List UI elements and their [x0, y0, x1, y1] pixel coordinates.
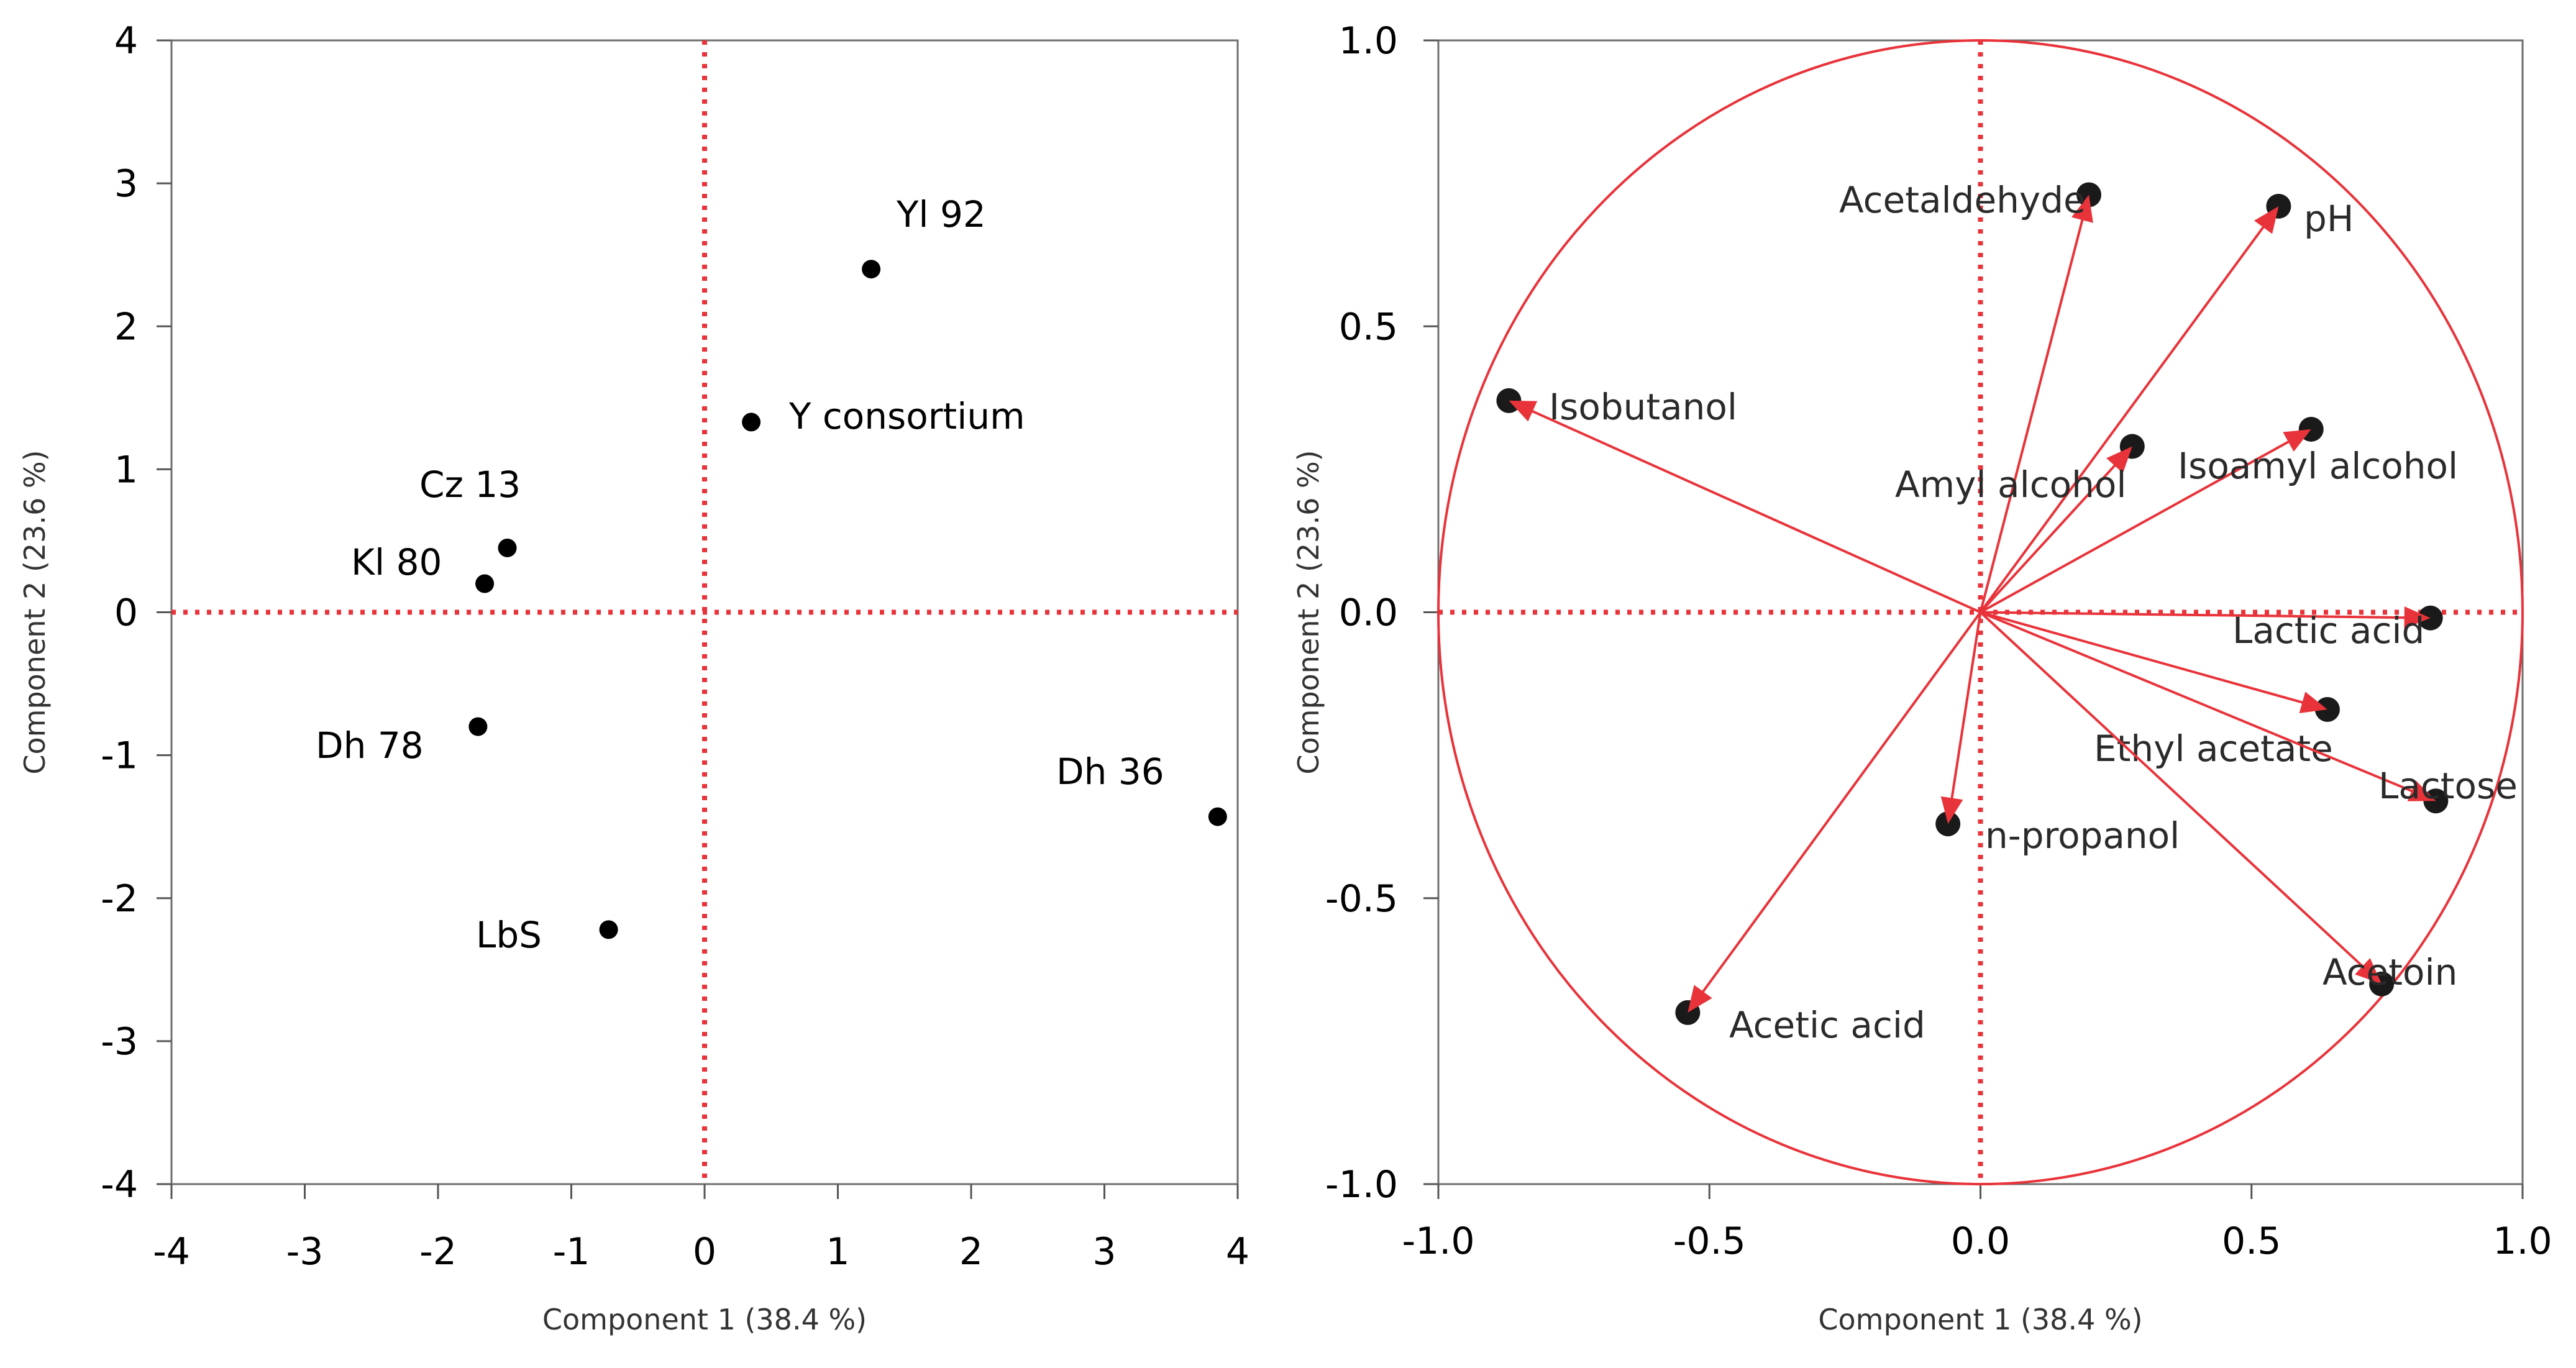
scores-point: [862, 260, 881, 279]
loadings-vector: [1980, 611, 2383, 985]
scores-point-label: Cz 13: [419, 463, 521, 506]
loadings-x-axis-title: Component 1 (38.4 %): [1818, 1303, 2142, 1336]
loadings-y-tick-label: 0.5: [1339, 305, 1398, 349]
loadings-x-tick-label: -0.5: [1673, 1220, 1746, 1263]
loadings-vector: [1508, 399, 1981, 614]
scores-point: [599, 920, 618, 939]
scores-y-tick-label: 3: [114, 162, 138, 206]
scores-point: [498, 538, 517, 557]
scores-point-label: Dh 36: [1056, 750, 1164, 793]
loadings-x-tick-label: 0.0: [1951, 1220, 2010, 1263]
scores-x-tick-label: 4: [1226, 1230, 1249, 1274]
scores-x-tick-label: -4: [153, 1230, 190, 1274]
scores-point: [468, 717, 488, 736]
scores-x-tick-label: 3: [1092, 1230, 1116, 1274]
scores-y-tick-label: -2: [101, 877, 138, 921]
loadings-label: Acetoin: [2323, 951, 2457, 993]
scores-point-label: Kl 80: [351, 541, 442, 583]
loadings-label: Lactic acid: [2232, 609, 2424, 652]
scores-y-tick-label: -4: [101, 1163, 138, 1206]
scores-y-tick-label: 1: [114, 448, 138, 491]
scores-x-tick-label: 2: [959, 1230, 983, 1274]
scores-point: [742, 413, 761, 432]
loadings-vector: [1947, 612, 1982, 824]
loadings-arrowhead: [2071, 194, 2093, 223]
scores-y-tick-label: 0: [114, 591, 138, 635]
loadings-y-tick-label: -1.0: [1325, 1163, 1398, 1206]
loadings-vector: [1980, 611, 2437, 803]
scores-x-tick-label: 1: [826, 1230, 849, 1274]
loadings-y-axis-title: Component 2 (23.6 %): [1292, 450, 1325, 774]
scores-point: [475, 574, 495, 593]
loadings-vector: [1980, 611, 2328, 711]
loadings-label: Acetaldehyde: [1839, 179, 2086, 221]
loadings-label: Amyl alcohol: [1895, 463, 2126, 506]
loadings-x-tick-label: 0.5: [2222, 1220, 2281, 1263]
loadings-unit-circle: [1437, 39, 2524, 1185]
scores-y-tick-label: -1: [101, 734, 138, 778]
loadings-arrowhead: [1509, 400, 1538, 422]
scores-x-axis-title: Component 1 (38.4 %): [542, 1303, 867, 1336]
loadings-label: Ethyl acetate: [2094, 727, 2333, 770]
loadings-label: n-propanol: [1985, 814, 2180, 857]
scores-y-tick-label: -3: [101, 1020, 138, 1064]
loadings-arrowhead: [2299, 691, 2327, 713]
loadings-label: Lactose: [2378, 765, 2518, 807]
loadings-vector: [1980, 445, 2134, 613]
scores-x-tick-label: -3: [286, 1230, 324, 1274]
scores-point-label: LbS: [476, 914, 542, 956]
scores-point-label: Yl 92: [896, 193, 986, 235]
scores-x-tick-label: -1: [553, 1230, 590, 1274]
loadings-arrowhead: [2404, 606, 2431, 629]
loadings-arrowhead: [2106, 446, 2132, 473]
loadings-label: Isobutanol: [1549, 386, 1737, 428]
loadings-y-tick-label: 0.0: [1339, 591, 1398, 635]
loadings-vector: [1979, 194, 2090, 613]
loadings-x-tick-label: -1.0: [1402, 1220, 1474, 1263]
loadings-label: Acetic acid: [1729, 1004, 1925, 1046]
loadings-vector: [1980, 611, 2431, 619]
loadings-plot: -1.0 -0.5 0.0 0.5 1.0 -1.0 -0.5 0.0 0.5 1.0 Compon…: [1292, 19, 2552, 1336]
scores-y-tick-label: 4: [114, 19, 138, 63]
scores-point-label: Y consortium: [788, 395, 1025, 437]
loadings-y-tick-label: -0.5: [1325, 877, 1398, 921]
loadings-vector: [1979, 205, 2280, 613]
loadings-x-tick-label: 1.0: [2493, 1220, 2552, 1263]
loadings-vector: [1686, 611, 1982, 1014]
scores-x-tick-label: 0: [693, 1230, 716, 1274]
loadings-arrowhead: [2355, 958, 2382, 984]
loadings-vector: [1980, 428, 2312, 614]
loadings-y-tick-label: 1.0: [1339, 19, 1398, 63]
loadings-arrowhead: [2407, 780, 2436, 801]
scores-x-tick-label: -2: [419, 1230, 457, 1274]
loadings-arrowhead: [1940, 796, 1963, 824]
scores-point: [1208, 807, 1227, 826]
scores-plot: -4 -3 -2 -1 0 1 2 3 4 -4 -3 -2 -1 0 1 2 3 4 Component 1 (3…: [18, 19, 1249, 1336]
scores-y-axis-title: Component 2 (23.6 %): [18, 450, 52, 774]
scores-y-tick-label: 2: [114, 305, 138, 349]
loadings-label: Isoamyl alcohol: [2178, 445, 2458, 487]
loadings-arrowhead: [1688, 985, 1712, 1013]
loadings-arrowhead: [2283, 429, 2311, 452]
loadings-label: pH: [2304, 198, 2354, 240]
scores-point-label: Dh 78: [316, 724, 424, 767]
loadings-arrowhead: [2254, 206, 2279, 234]
